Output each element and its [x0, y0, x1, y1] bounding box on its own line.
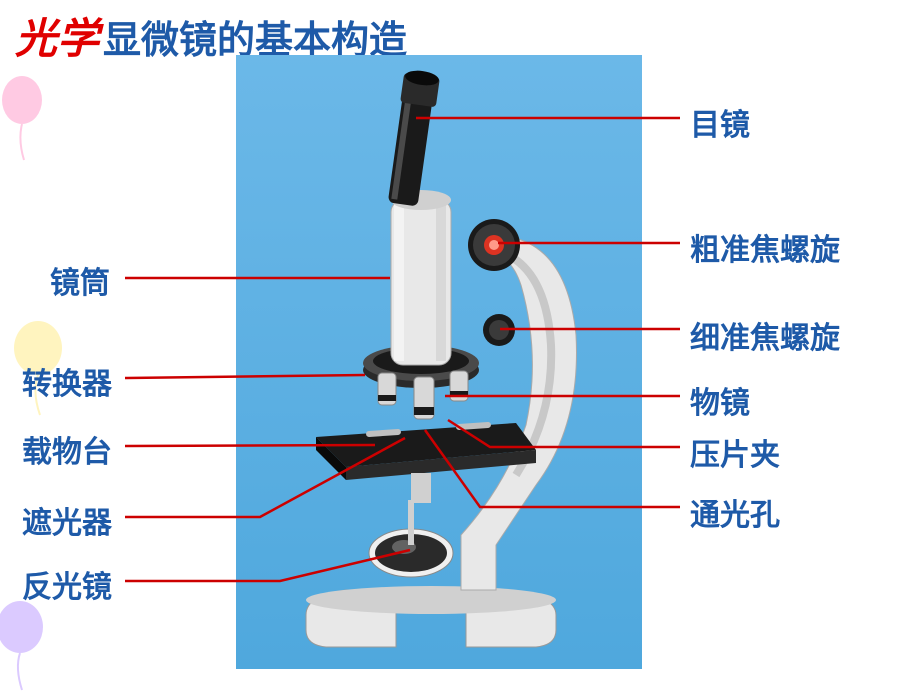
microscope-svg [236, 55, 642, 669]
label-objective: 物镜 [690, 378, 750, 422]
title-emphasis: 光学 [15, 5, 99, 66]
label-stage: 载物台 [22, 427, 112, 471]
label-mirror: 反光镜 [22, 562, 112, 606]
label-clip: 压片夹 [690, 430, 780, 474]
label-tube: 镜筒 [50, 258, 110, 302]
label-nosepiece: 转换器 [22, 359, 112, 403]
microscope-figure [236, 55, 642, 669]
balloon-deco-1 [0, 75, 60, 165]
label-eyepiece: 目镜 [690, 100, 750, 144]
label-fine-focus: 细准焦螺旋 [690, 313, 840, 357]
label-diaphragm: 遮光器 [22, 498, 112, 542]
label-coarse-focus: 粗准焦螺旋 [690, 225, 840, 269]
label-aperture: 通光孔 [690, 490, 780, 534]
balloon-deco-3 [0, 600, 65, 700]
